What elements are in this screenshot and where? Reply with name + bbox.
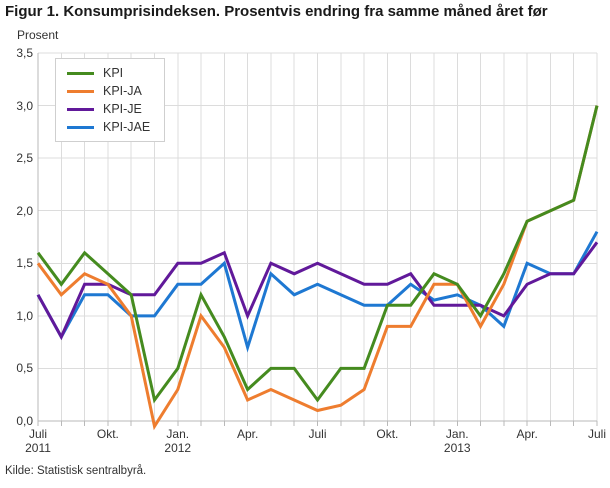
legend-swatch-kpi-jae [67, 125, 94, 129]
legend-label: KPI-JE [103, 102, 142, 116]
x-tick-label: Jan. 2013 [443, 427, 471, 455]
x-tick-label: Okt. [96, 427, 119, 441]
x-tick-label: Juli 2011 [25, 427, 51, 455]
y-tick-label: 0,5 [16, 361, 33, 376]
y-axis-unit-label: Prosent [17, 28, 59, 42]
legend-swatch-kpi-ja [67, 89, 94, 93]
legend-item-kpi: KPI [67, 66, 150, 80]
legend-label: KPI-JAE [103, 120, 151, 134]
y-tick-label: 1,0 [16, 308, 33, 323]
y-tick-label: 3,0 [16, 98, 33, 113]
chart-legend: KPI KPI-JA KPI-JE KPI-JAE [55, 58, 166, 142]
x-tick-label: Apr. [236, 427, 259, 441]
source-credit: Kilde: Statistisk sentralbyrå. [5, 465, 147, 477]
series-line-kpi-ja [36, 105, 599, 431]
legend-item-kpi-je: KPI-JE [67, 102, 150, 116]
y-tick-label: 2,5 [16, 151, 33, 166]
y-tick-label: 2,0 [16, 203, 33, 218]
y-tick-label: 3,5 [16, 46, 33, 60]
x-tick-label: Juli [587, 427, 606, 441]
y-tick-label: 0,0 [16, 414, 33, 428]
series-line-kpi [36, 105, 599, 404]
legend-item-kpi-ja: KPI-JA [67, 84, 150, 98]
x-tick-label: Jan. 2012 [164, 427, 192, 455]
x-tick-label: Juli [308, 427, 327, 441]
x-tick-label: Okt. [376, 427, 399, 441]
legend-label: KPI-JA [103, 84, 142, 98]
legend-swatch-kpi [67, 71, 94, 75]
legend-swatch-kpi-je [67, 107, 94, 111]
legend-label: KPI [103, 66, 124, 80]
legend-item-kpi-jae: KPI-JAE [67, 120, 150, 134]
y-tick-label: 1,5 [16, 256, 33, 271]
x-tick-label: Apr. [516, 427, 538, 441]
figure-title: Figur 1. Konsumprisindeksen. Prosentvis … [5, 3, 548, 20]
